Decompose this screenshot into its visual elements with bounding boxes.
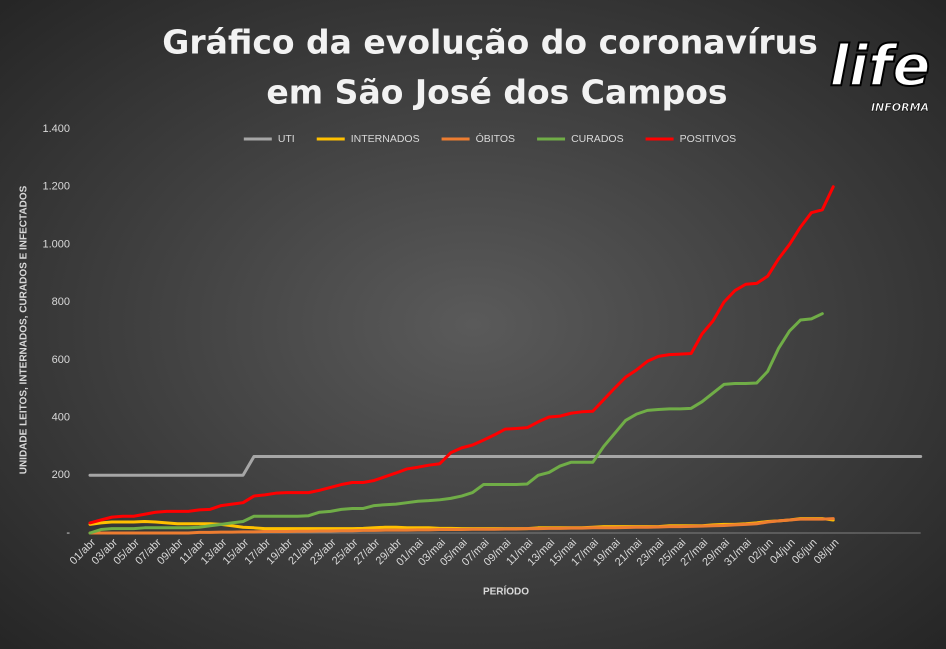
x-axis-label: PERÍODO — [483, 585, 529, 598]
legend-label: UTI — [278, 133, 295, 145]
series-line — [88, 185, 835, 525]
logo-text: life — [830, 34, 931, 99]
series-line — [88, 517, 835, 535]
chart-title: em São José dos Campos — [266, 73, 727, 112]
series-line — [88, 312, 824, 535]
y-tick-label: 1.000 — [42, 238, 70, 250]
legend-label: ÓBITOS — [476, 132, 515, 145]
y-axis-label: UNIDADE LEITOS, INTERNADOS, CURADOS E IN… — [19, 185, 30, 474]
y-tick-label: - — [66, 527, 70, 539]
legend-label: CURADOS — [571, 133, 624, 145]
legend-label: POSITIVOS — [680, 133, 737, 145]
y-tick-label: 200 — [52, 469, 70, 481]
logo-subtext: INFORMA — [871, 101, 929, 114]
y-tick-label: 800 — [52, 296, 70, 308]
legend-label: INTERNADOS — [351, 133, 420, 145]
y-tick-label: 1.400 — [42, 123, 70, 135]
chart-title: Gráfico da evolução do coronavírus — [162, 23, 818, 62]
series-line — [88, 455, 923, 477]
y-tick-label: 1.200 — [42, 181, 70, 193]
y-tick-label: 600 — [52, 354, 70, 366]
y-tick-label: 400 — [52, 411, 70, 423]
